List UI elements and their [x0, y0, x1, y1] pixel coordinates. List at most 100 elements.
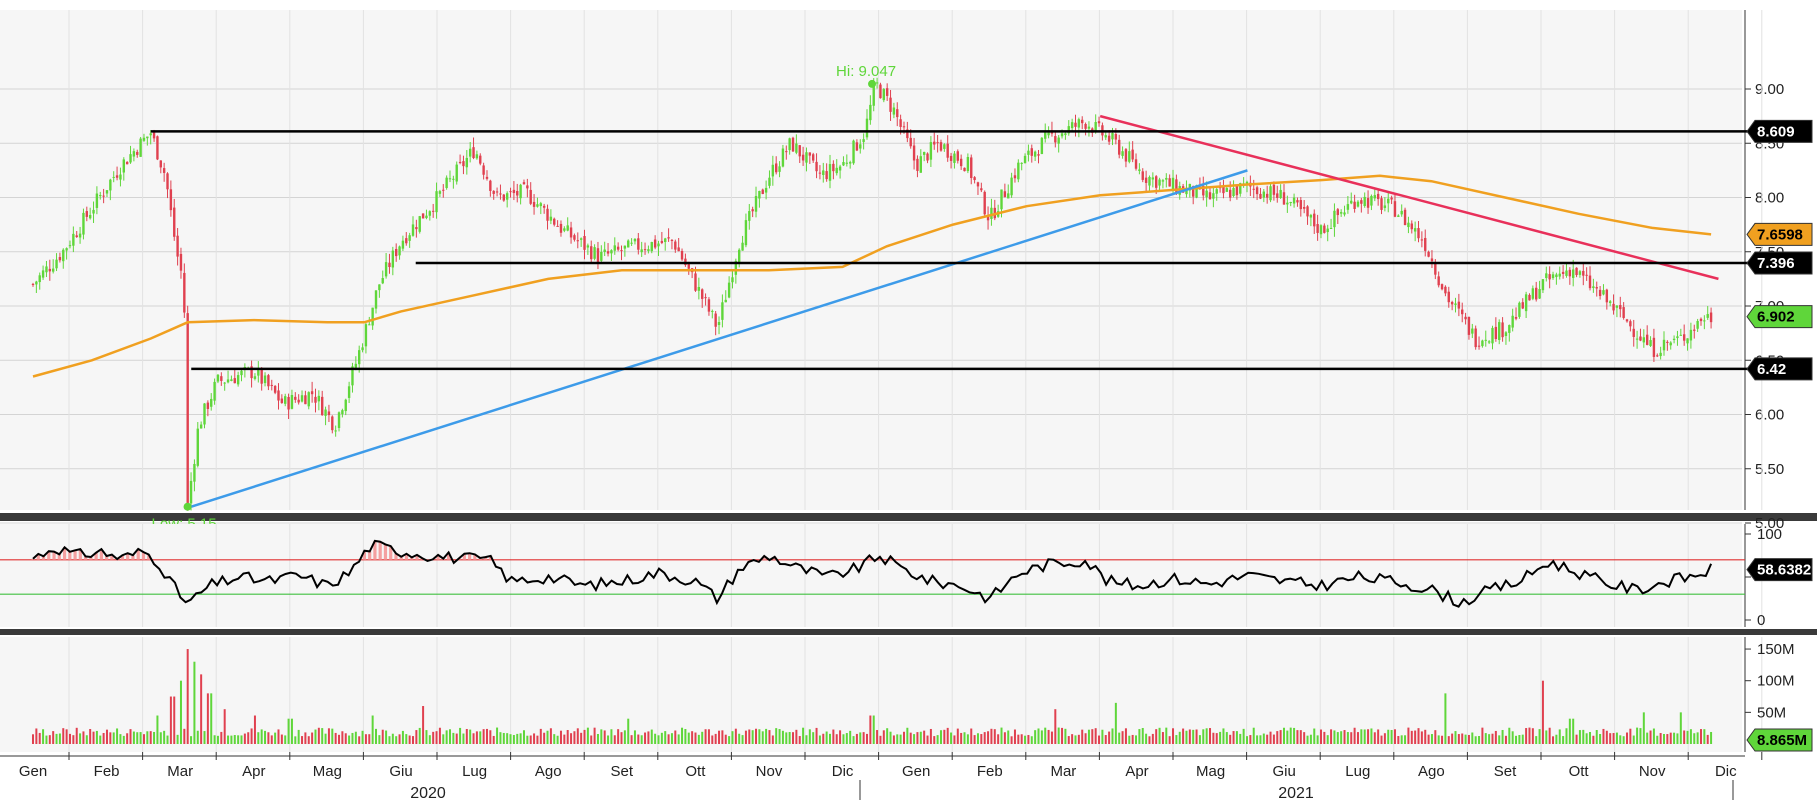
- volume-bar: [929, 728, 932, 744]
- candle-body: [1639, 336, 1642, 341]
- candle-body: [1010, 177, 1013, 196]
- candle-body: [1175, 179, 1178, 194]
- volume-bar: [956, 728, 959, 744]
- volume-bar: [546, 730, 549, 744]
- candle-body: [1188, 183, 1192, 191]
- volume-bar: [1276, 731, 1279, 744]
- candle-body: [112, 176, 115, 178]
- volume-bar: [1259, 735, 1262, 744]
- month-label: Feb: [94, 763, 120, 780]
- volume-bar: [1528, 727, 1531, 744]
- volume-bar: [882, 730, 885, 744]
- ma200-line: [32, 174, 1712, 378]
- candle-body: [1353, 201, 1356, 209]
- candle-body: [653, 239, 657, 248]
- low-marker: [183, 502, 192, 511]
- volume-bar: [280, 734, 283, 744]
- volume-bar: [1124, 728, 1127, 744]
- candle-body: [115, 175, 119, 178]
- volume-bar: [1599, 734, 1602, 744]
- volume-bar: [1434, 730, 1437, 744]
- candle-body: [973, 177, 976, 181]
- volume-bar: [556, 735, 559, 744]
- volume-bar: [832, 729, 835, 744]
- volume-bar: [512, 735, 515, 744]
- volume-bar: [1215, 733, 1218, 744]
- candle-body: [774, 163, 778, 173]
- candle-body: [1531, 288, 1535, 299]
- panel-divider: [0, 513, 1817, 521]
- volume-bar: [519, 733, 522, 744]
- candle-body: [1037, 154, 1040, 156]
- volume-bar: [1400, 735, 1403, 744]
- volume-bar: [1699, 729, 1702, 744]
- candle-body: [761, 189, 764, 195]
- level-tag-box: [1746, 119, 1813, 143]
- candle-body: [472, 147, 475, 159]
- volume-bar: [48, 735, 51, 744]
- candle-body: [199, 424, 203, 429]
- volume-bar: [1696, 732, 1699, 744]
- candle-body: [885, 88, 889, 96]
- candle-body: [1262, 191, 1266, 198]
- month-label: Mar: [167, 763, 193, 780]
- candle-body: [310, 391, 314, 395]
- volume-bar: [233, 735, 236, 744]
- uptrend-line: [190, 169, 1248, 508]
- candle-body: [610, 250, 613, 254]
- volume-bar: [301, 736, 304, 744]
- volume-bar: [1377, 729, 1380, 744]
- candle-body: [1592, 286, 1595, 289]
- volume-bar: [398, 734, 401, 744]
- candle-body: [505, 193, 509, 200]
- volume-bar: [788, 731, 791, 744]
- candle-body: [1017, 162, 1020, 180]
- candle-body: [1074, 122, 1077, 127]
- volume-bar: [415, 730, 418, 744]
- volume-bar: [677, 734, 680, 744]
- volume-bar: [1037, 728, 1040, 744]
- volume-bar: [1683, 730, 1686, 744]
- volume-bar: [1131, 734, 1134, 744]
- candle-body: [566, 225, 569, 231]
- volume-bar: [1299, 730, 1302, 744]
- candle-body: [1000, 189, 1003, 210]
- year-label: 2020: [410, 785, 446, 802]
- volume-bar: [173, 696, 176, 744]
- downtrend-line: [1099, 114, 1719, 281]
- volume-bar: [1000, 727, 1003, 744]
- volume-bar: [1101, 729, 1104, 744]
- volume-bar: [129, 729, 132, 744]
- candle-body: [1437, 276, 1440, 286]
- candle-body: [442, 189, 445, 191]
- volume-bar: [906, 727, 909, 744]
- volume-bar: [553, 734, 556, 744]
- volume-bar: [1424, 729, 1427, 744]
- volume-bar: [1582, 729, 1585, 744]
- candle-body: [458, 161, 462, 163]
- candle-body: [1269, 186, 1272, 201]
- candle-body: [522, 182, 526, 185]
- candle-body: [1676, 336, 1679, 339]
- volume-bar: [758, 729, 761, 744]
- volume-bar: [993, 729, 996, 744]
- candle-body: [956, 151, 959, 161]
- volume-bar: [132, 731, 135, 744]
- volume-bar: [116, 728, 119, 744]
- candle-body: [1007, 193, 1010, 199]
- candle-body: [754, 195, 758, 212]
- volume-bar: [119, 734, 122, 744]
- volume-bar: [89, 729, 92, 744]
- candle-body: [435, 191, 438, 213]
- volume-bar: [960, 732, 963, 744]
- candle-body: [724, 299, 727, 303]
- volume-bar: [149, 731, 152, 744]
- candle-body: [1642, 337, 1646, 343]
- volume-bar: [1020, 734, 1023, 744]
- volume-bar: [442, 734, 445, 744]
- candle-body: [613, 245, 616, 251]
- candle-body: [364, 324, 368, 347]
- volume-bar: [946, 727, 949, 744]
- candle-body: [223, 382, 226, 384]
- candle-body: [1313, 213, 1316, 227]
